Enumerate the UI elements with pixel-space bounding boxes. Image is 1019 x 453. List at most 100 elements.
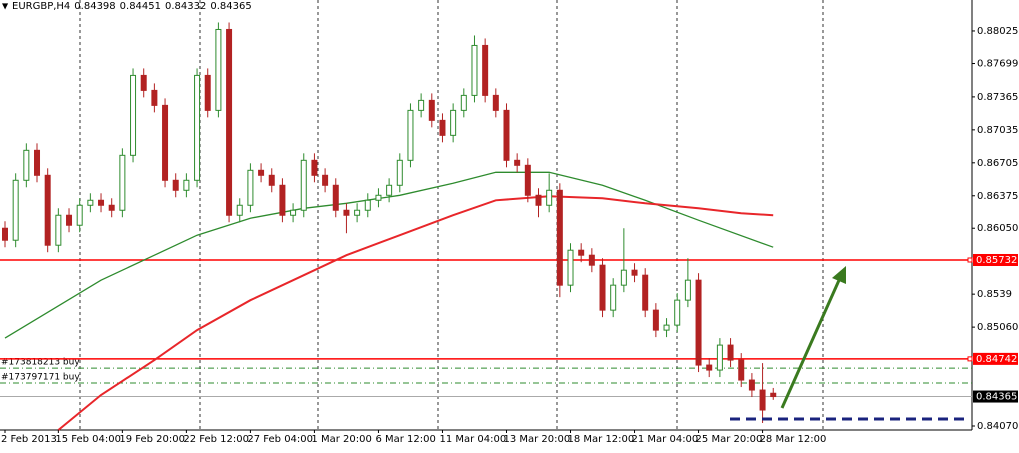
candle-body (450, 109, 457, 136)
candle-body (471, 44, 478, 96)
level-marker (967, 356, 973, 362)
current-price-label: 0.84365 (976, 392, 1017, 403)
open: 0.84398 (74, 1, 115, 12)
moving-average (57, 195, 774, 431)
candle-body (23, 149, 30, 181)
y-tick-label: 0.87035 (977, 125, 1018, 136)
candle-body (748, 379, 755, 391)
candle-body (556, 189, 563, 286)
candle-body (12, 179, 19, 241)
candle-body (684, 279, 691, 301)
x-tick-label: 19 Feb 20:00 (119, 434, 185, 445)
candle-body (620, 269, 627, 286)
x-tick-label: 22 Feb 12:00 (183, 434, 249, 445)
y-tick-label: 0.88025 (977, 26, 1018, 37)
candle-body (492, 94, 499, 111)
candle-body (226, 28, 233, 216)
x-tick-label: 21 Mar 04:00 (632, 434, 699, 445)
candle-body (364, 199, 371, 211)
candle-body (567, 249, 574, 286)
candle-body (578, 249, 585, 256)
candle-body (546, 189, 553, 206)
candle-body (535, 194, 542, 206)
current-price-box (973, 390, 1018, 403)
y-tick-label: 0.87699 (977, 59, 1018, 70)
menu-triangle: ▼ (2, 2, 9, 11)
candle-body (194, 74, 201, 181)
y-tick-label: 0.87365 (977, 92, 1018, 103)
candle-body (236, 204, 243, 216)
candle-body (183, 179, 190, 191)
candle-body (663, 324, 670, 331)
level-box (973, 352, 1018, 365)
level-label: 0.85732 (976, 255, 1017, 266)
candle-body (98, 199, 105, 206)
candle-body (215, 28, 222, 111)
candle-body (247, 169, 254, 206)
x-tick-label: 25 Mar 20:00 (696, 434, 763, 445)
y-tick-label: 0.85060 (977, 322, 1018, 333)
candle-body (503, 109, 510, 161)
candle-body (290, 209, 297, 216)
candle-body (396, 159, 403, 186)
candle-body (514, 159, 521, 166)
level-marker (967, 257, 973, 263)
candle-body (695, 279, 702, 366)
low: 0.84332 (165, 1, 206, 12)
candle-body (652, 309, 659, 331)
candle-body (44, 174, 51, 246)
candle-body (674, 299, 681, 326)
candle-body (55, 214, 62, 246)
candle-body (34, 149, 41, 176)
candle-body (322, 174, 329, 186)
candle-body (151, 89, 158, 106)
x-tick-label: 11 Mar 04:00 (439, 434, 506, 445)
x-tick-label: 6 Mar 12:00 (375, 434, 435, 445)
candle-body (375, 194, 382, 201)
candle-body (108, 204, 115, 211)
arrow-shaft (780, 277, 842, 409)
candle-body (2, 227, 8, 241)
candle-body (66, 214, 73, 226)
y-tick-label: 0.86705 (977, 158, 1018, 169)
order-label: #173818213 buy (1, 358, 80, 368)
candle-body (738, 359, 745, 381)
candle-body (588, 254, 595, 266)
moving-average (4, 171, 774, 339)
order-label: #173797171 buy (1, 373, 80, 383)
candle-body (87, 199, 94, 206)
candle-body (76, 204, 83, 226)
y-tick-label: 0.84070 (977, 421, 1018, 432)
candle-body (439, 119, 446, 136)
x-tick-label: 28 Mar 12:00 (760, 434, 827, 445)
x-tick-label: 1 Mar 20:00 (311, 434, 371, 445)
candle-body (300, 159, 307, 211)
candle-body (258, 169, 265, 176)
x-tick-label: 27 Feb 04:00 (247, 434, 313, 445)
candle-body (599, 264, 606, 311)
y-tick-label: 0.86050 (977, 223, 1018, 234)
candle-body (642, 274, 649, 311)
candle-body (386, 184, 393, 196)
candle-body (428, 99, 435, 121)
candle-body (204, 74, 211, 111)
candle-body (311, 159, 318, 176)
x-tick-label: 13 Mar 20:00 (503, 434, 570, 445)
candle-body (162, 104, 169, 181)
x-tick-label: 15 Feb 04:00 (55, 434, 121, 445)
candle-body (770, 392, 777, 398)
chart-title: EURGBP,H4 0.84398 0.84451 0.84332 0.84365 (12, 1, 252, 12)
candle-body (354, 209, 361, 216)
candle-body (279, 184, 286, 216)
close: 0.84365 (210, 1, 251, 12)
candle-body (460, 94, 467, 111)
candle-body (418, 99, 425, 111)
y-tick-label: 0.8539 (977, 289, 1012, 300)
candle-body (759, 389, 766, 411)
arrow-head (832, 266, 846, 284)
candle-body (119, 154, 126, 211)
candle-body (727, 344, 734, 361)
x-tick-label: 18 Mar 12:00 (568, 434, 635, 445)
